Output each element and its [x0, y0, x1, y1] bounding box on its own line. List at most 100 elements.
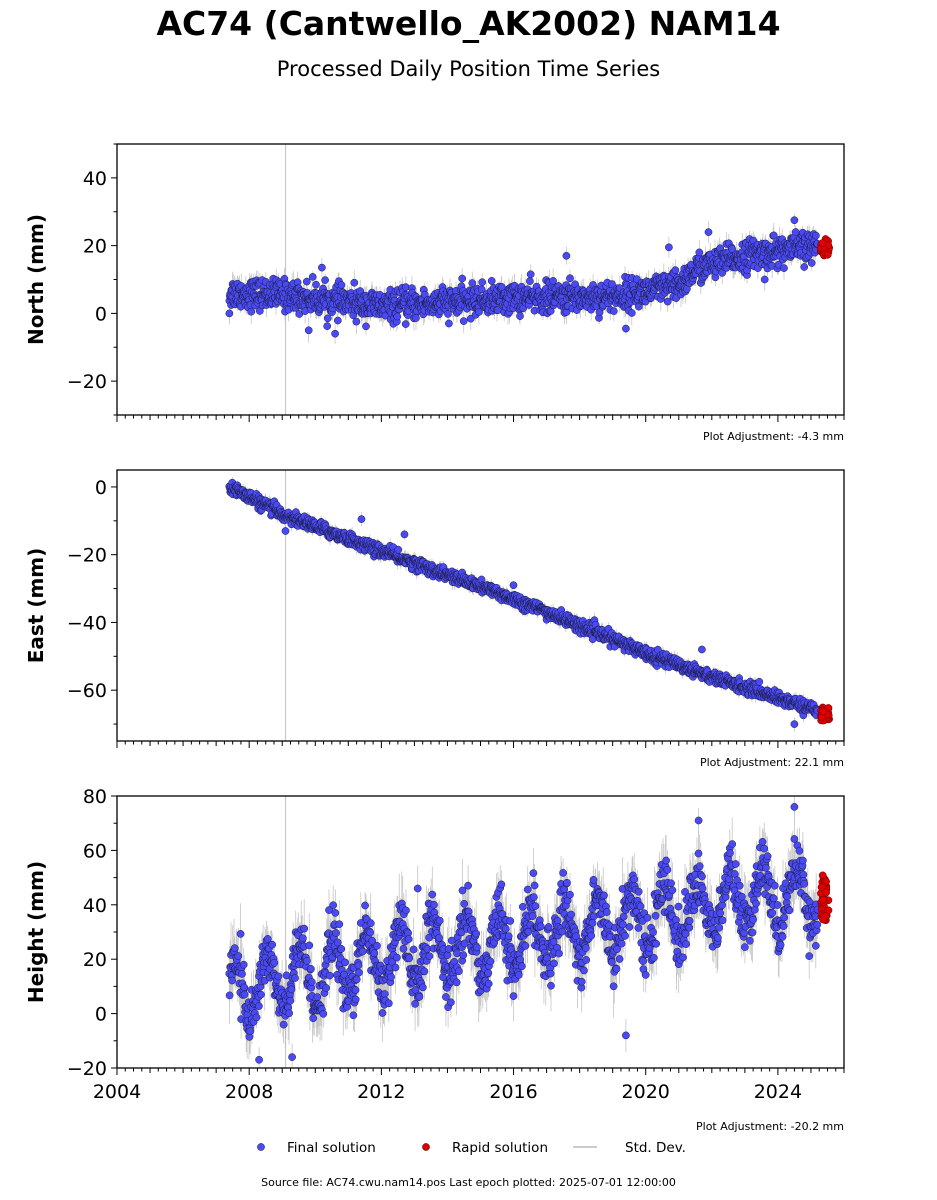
y-tick-label: −20	[67, 1058, 107, 1080]
final-point	[473, 943, 481, 952]
final-point	[704, 228, 713, 236]
x-tick-label: 2016	[489, 1081, 537, 1103]
legend-label: Std. Dev.	[625, 1140, 686, 1156]
x-tick-label: 2020	[622, 1081, 670, 1103]
final-point	[458, 274, 467, 283]
final-point	[435, 916, 444, 925]
final-point	[299, 934, 307, 943]
final-point	[607, 958, 616, 966]
final-point	[333, 316, 342, 325]
final-point	[257, 990, 265, 999]
final-point	[758, 837, 767, 846]
final-point	[514, 971, 523, 979]
final-point	[627, 309, 636, 317]
final-point	[698, 872, 706, 881]
final-point	[549, 938, 558, 946]
final-point	[694, 816, 703, 825]
final-point	[225, 309, 234, 318]
final-point	[728, 840, 737, 848]
final-point	[399, 944, 408, 953]
final-point	[331, 909, 340, 917]
final-solution-points	[225, 478, 822, 728]
final-point	[600, 891, 608, 900]
final-point	[447, 936, 456, 945]
final-point	[445, 319, 453, 328]
y-tick-label: 80	[83, 786, 107, 808]
final-point	[549, 277, 557, 285]
final-point	[790, 216, 799, 225]
final-point	[393, 953, 401, 962]
panel-height: −20 0 20 40 60 80 2004 2008 2012 2016 2020 2024 Heig…	[24, 786, 845, 1133]
final-point	[373, 941, 381, 950]
rapid-point	[824, 906, 833, 915]
final-point	[544, 923, 553, 931]
final-point	[307, 965, 315, 973]
final-point	[760, 275, 769, 284]
final-point	[458, 886, 467, 895]
final-point	[444, 310, 452, 318]
final-point	[813, 920, 822, 929]
final-point	[518, 962, 526, 971]
y-tick-label: 20	[83, 236, 107, 258]
final-point	[516, 312, 524, 320]
final-point	[523, 885, 532, 894]
final-point	[811, 941, 820, 950]
final-point	[352, 975, 361, 984]
final-point	[750, 905, 759, 914]
final-point	[351, 995, 360, 1004]
final-point	[358, 947, 367, 956]
legend-item: Rapid solution	[422, 1140, 548, 1156]
final-point	[547, 981, 555, 990]
rapid-point	[819, 915, 827, 924]
final-point	[663, 865, 672, 874]
final-point	[304, 326, 313, 335]
stddev-bars	[228, 213, 818, 344]
final-point	[350, 278, 359, 287]
final-point	[337, 945, 346, 953]
final-point	[807, 259, 816, 267]
final-point	[331, 329, 339, 338]
y-axis-label: North (mm)	[24, 214, 48, 345]
final-solution-points	[225, 803, 822, 1064]
final-point	[270, 958, 279, 967]
final-point	[773, 901, 782, 909]
final-point	[309, 1014, 318, 1023]
final-point	[621, 931, 629, 940]
final-point	[238, 970, 246, 978]
final-point	[457, 928, 466, 937]
final-point	[755, 677, 764, 686]
final-point	[428, 890, 437, 899]
final-point	[718, 916, 727, 925]
final-point	[506, 917, 515, 925]
final-point	[748, 928, 757, 937]
final-point	[366, 919, 375, 928]
final-point	[447, 998, 455, 1007]
final-point	[384, 999, 393, 1008]
final-point	[643, 913, 652, 922]
legend-item: Final solution	[257, 1140, 376, 1156]
final-point	[323, 314, 332, 323]
final-point	[582, 956, 591, 964]
final-point	[617, 939, 626, 948]
y-tick-label: 20	[83, 949, 107, 971]
final-point	[780, 913, 789, 922]
final-point	[735, 881, 744, 890]
final-point	[319, 1009, 328, 1018]
final-point	[781, 879, 790, 888]
final-point	[530, 881, 539, 890]
final-solution-points	[225, 216, 822, 338]
final-point	[752, 899, 760, 908]
legend-marker	[422, 1143, 430, 1151]
final-point	[362, 322, 370, 331]
legend-marker	[257, 1143, 265, 1151]
final-point	[805, 952, 814, 960]
final-point	[649, 928, 657, 937]
final-point	[698, 884, 707, 893]
final-point	[776, 941, 785, 949]
final-point	[355, 968, 363, 977]
final-point	[650, 953, 658, 962]
final-point	[674, 902, 683, 911]
final-point	[285, 1009, 293, 1018]
final-point	[387, 973, 395, 981]
